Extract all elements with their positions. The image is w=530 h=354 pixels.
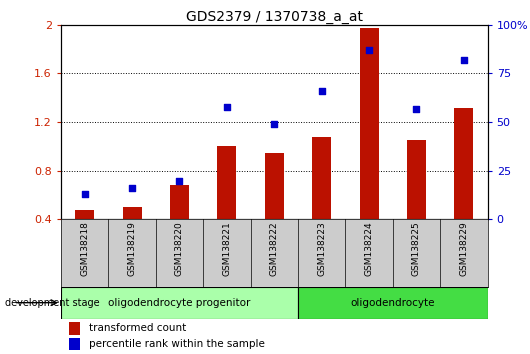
Bar xyxy=(69,338,80,350)
Bar xyxy=(407,141,426,219)
Bar xyxy=(312,137,331,219)
Text: GSM138224: GSM138224 xyxy=(365,222,374,276)
Point xyxy=(128,185,136,191)
Bar xyxy=(61,287,298,319)
Bar xyxy=(122,207,142,219)
Text: GSM138223: GSM138223 xyxy=(317,222,326,276)
Point xyxy=(175,178,184,183)
Bar xyxy=(75,210,94,219)
Title: GDS2379 / 1370738_a_at: GDS2379 / 1370738_a_at xyxy=(186,10,363,24)
Point xyxy=(223,104,231,109)
Text: GSM138221: GSM138221 xyxy=(223,222,232,276)
Text: oligodendrocyte: oligodendrocyte xyxy=(350,298,435,308)
Bar xyxy=(265,153,284,219)
Bar xyxy=(170,185,189,219)
Text: GSM138229: GSM138229 xyxy=(460,222,469,276)
Bar xyxy=(359,28,378,219)
Bar xyxy=(298,287,488,319)
Point xyxy=(317,88,326,94)
Text: GSM138225: GSM138225 xyxy=(412,222,421,276)
Text: GSM138219: GSM138219 xyxy=(128,222,137,276)
Text: GSM138220: GSM138220 xyxy=(175,222,184,276)
Point xyxy=(365,47,373,53)
Text: GSM138218: GSM138218 xyxy=(80,222,89,276)
Point xyxy=(412,105,421,111)
Point xyxy=(460,57,468,63)
Bar xyxy=(217,147,236,219)
Bar xyxy=(454,108,473,219)
Text: oligodendrocyte progenitor: oligodendrocyte progenitor xyxy=(108,298,251,308)
Text: GSM138222: GSM138222 xyxy=(270,222,279,276)
Text: development stage: development stage xyxy=(5,298,100,308)
Text: transformed count: transformed count xyxy=(89,323,186,333)
Bar xyxy=(69,322,80,335)
Text: percentile rank within the sample: percentile rank within the sample xyxy=(89,339,264,349)
Point xyxy=(270,121,279,127)
Point xyxy=(81,191,89,197)
